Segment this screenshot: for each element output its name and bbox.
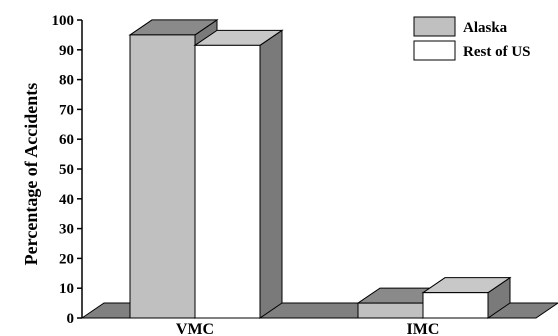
bar-vmc-rest-of-us (193, 29, 284, 319)
legend-swatch (413, 40, 456, 61)
y-tick-label: 90 (59, 43, 74, 59)
y-tick-label: 60 (59, 132, 74, 148)
y-axis: 0 10 20 30 40 50 60 70 80 90 100 (52, 13, 83, 327)
x-axis-labels: VMC IMC (176, 321, 440, 336)
bar-side (259, 29, 283, 319)
y-tick-label: 50 (59, 162, 74, 178)
y-tick-label: 0 (67, 311, 75, 327)
y-tick-label: 20 (59, 251, 74, 267)
y-tick-label: 70 (59, 102, 74, 118)
legend-swatch (413, 16, 456, 37)
bar-front (422, 292, 489, 319)
legend-label: Rest of US (463, 44, 531, 60)
y-tick-label: 80 (59, 73, 74, 89)
bar-front (357, 302, 424, 319)
bar-imc-rest-of-us (421, 276, 512, 319)
y-tick-label: 100 (52, 13, 75, 29)
bar-front (194, 44, 261, 319)
legend: Alaska Rest of US (413, 16, 531, 61)
legend-label: Alaska (463, 20, 508, 36)
bars (128, 18, 512, 319)
bar-front (129, 34, 196, 319)
y-axis-label: Percentage of Accidents (21, 83, 41, 266)
x-tick-label: IMC (407, 321, 440, 336)
x-tick-label: VMC (176, 321, 214, 336)
y-tick-label: 30 (59, 222, 74, 238)
y-tick-label: 40 (59, 192, 74, 208)
y-tick-label: 10 (59, 281, 74, 297)
